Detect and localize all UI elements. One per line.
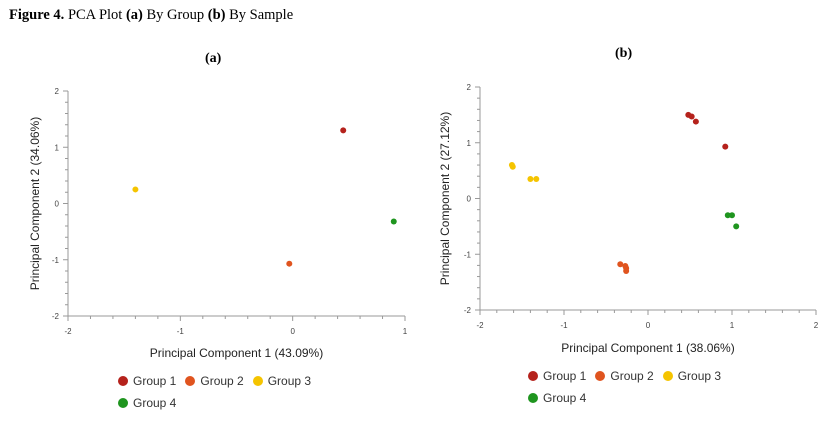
legend-label: Group 3 [677, 369, 722, 383]
figure-panel-b-tag: (b) [207, 7, 226, 23]
data-point-group-1[interactable] [688, 113, 695, 120]
legend-marker-icon [528, 371, 538, 381]
data-point-group-4[interactable] [390, 218, 397, 225]
legend-marker-icon [528, 393, 538, 403]
x-tick-label: 0 [290, 327, 295, 336]
legend-marker-icon [595, 371, 606, 381]
data-point-group-4[interactable] [729, 212, 735, 219]
figure-caption-part-1: PCA Plot [64, 7, 126, 23]
data-point-group-2[interactable] [286, 260, 293, 267]
data-point-group-3[interactable] [533, 175, 540, 182]
y-tick-label: 0 [55, 200, 60, 209]
figure-title: Figure 4. PCA Plot (a) By Group (b) By S… [9, 7, 293, 24]
x-tick-label: 1 [730, 321, 735, 330]
y-axis-title: Principal Component 2 (27.12%) [438, 112, 452, 285]
legend-row: Group 4 [118, 392, 320, 414]
y-tick-label: 1 [55, 143, 60, 152]
y-tick-label: 1 [467, 139, 472, 148]
y-tick-label: 0 [467, 195, 472, 204]
y-axis-title: Principal Component 2 (34.06%) [28, 117, 42, 290]
figure-number: Figure 4. [9, 7, 65, 23]
data-point-group-1[interactable] [722, 143, 729, 150]
legend-label: Group 2 [610, 369, 654, 383]
legend-item[interactable]: Group 2 [595, 369, 654, 383]
legend-label: Group 1 [133, 374, 177, 388]
legend-item[interactable]: Group 4 [118, 396, 176, 410]
data-point-group-4[interactable] [724, 212, 731, 219]
x-tick-label: -1 [560, 321, 568, 330]
data-point-group-1[interactable] [340, 127, 347, 134]
data-point-group-4[interactable] [733, 223, 740, 230]
y-tick-label: 2 [467, 83, 472, 92]
legend-label: Group 4 [543, 391, 587, 405]
x-tick-label: 0 [646, 321, 651, 330]
x-tick-label: 1 [403, 327, 408, 336]
legend-row: Group 1 Group 2 Group 3 [528, 365, 730, 387]
data-point-group-3[interactable] [527, 175, 534, 182]
y-tick-label: -1 [52, 256, 60, 265]
x-tick-label: 2 [814, 321, 819, 330]
figure-panel-a-tag: (a) [125, 7, 143, 23]
legend-item[interactable]: Group 2 [185, 374, 244, 388]
x-axis-title: Principal Component 1 (38.06%) [561, 341, 734, 355]
legend-item[interactable]: Group 4 [528, 391, 586, 405]
data-point-group-3[interactable] [132, 186, 139, 193]
x-tick-label: -2 [64, 327, 72, 336]
legend-label: Group 4 [133, 396, 177, 410]
data-point-group-3[interactable] [509, 163, 516, 170]
legend-by-sample: Group 1 Group 2 Group 3 Group 4 [528, 365, 730, 409]
data-point-group-2[interactable] [617, 261, 624, 268]
x-axis-title: Principal Component 1 (43.09%) [150, 346, 323, 360]
legend-row: Group 1 Group 2 Group 3 [118, 370, 320, 392]
legend-label: Group 2 [200, 374, 244, 388]
legend-marker-icon [185, 376, 196, 386]
figure-caption-part-3: By Sample [225, 7, 294, 23]
data-point-group-1[interactable] [692, 118, 699, 125]
y-tick-label: 2 [55, 87, 60, 96]
legend-item[interactable]: Group 3 [662, 369, 722, 383]
legend-by-group: Group 1 Group 2 Group 3 Group 4 [118, 370, 320, 414]
data-point-group-2[interactable] [623, 267, 630, 274]
x-tick-label: -2 [476, 321, 484, 330]
legend-marker-icon [252, 376, 263, 386]
legend-label: Group 1 [543, 369, 587, 383]
legend-item[interactable]: Group 1 [118, 374, 176, 388]
legend-label: Group 3 [267, 374, 312, 388]
y-tick-label: -2 [52, 312, 60, 321]
x-tick-label: -1 [177, 327, 185, 336]
y-tick-label: -2 [464, 306, 472, 315]
legend-marker-icon [118, 376, 128, 386]
figure-caption-part-2: By Group [142, 7, 208, 23]
y-tick-label: -1 [464, 250, 472, 259]
legend-marker-icon [118, 398, 128, 408]
legend-marker-icon [662, 371, 673, 381]
legend-item[interactable]: Group 3 [252, 374, 312, 388]
panel-a-title: (a) [205, 51, 222, 66]
panel-b-title: (b) [615, 46, 633, 61]
legend-item[interactable]: Group 1 [528, 369, 586, 383]
legend-row: Group 4 [528, 387, 730, 409]
